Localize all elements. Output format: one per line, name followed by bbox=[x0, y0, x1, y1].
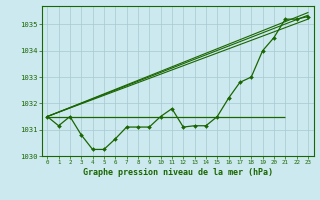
X-axis label: Graphe pression niveau de la mer (hPa): Graphe pression niveau de la mer (hPa) bbox=[83, 168, 273, 177]
